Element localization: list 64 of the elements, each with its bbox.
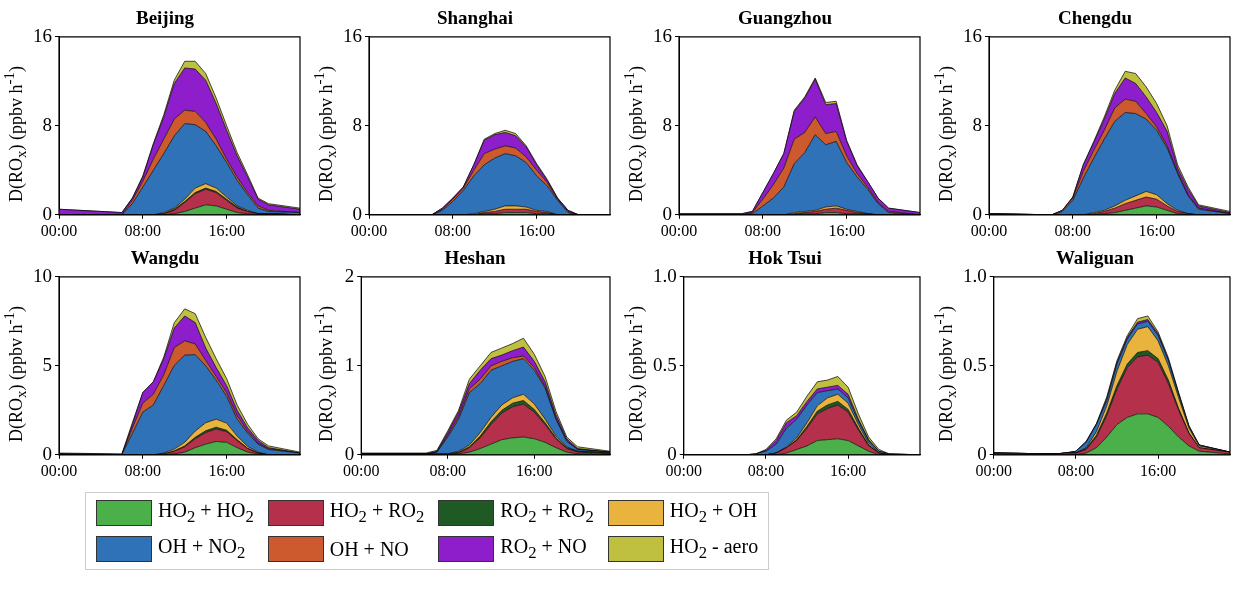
y-tick-label: 16 [343,24,362,46]
y-tick-label: 0 [352,202,362,224]
legend-label: HO$_{2}$ - aero [669,535,759,563]
x-tick-label: 08:00 [744,221,782,239]
x-tick-label: 16:00 [516,461,553,479]
x-tick-label: 00:00 [40,461,78,479]
legend-label: RO$_{2}$ + NO [500,535,587,563]
x-tick-label: 08:00 [124,461,162,479]
y-tick-label: 0 [42,202,52,224]
legend-label: HO$_{2}$ + HO$_{2}$ [158,499,254,527]
chart-title: Shanghai [436,7,514,29]
legend-label: OH + NO [329,537,409,561]
x-tick-label: 16:00 [208,461,245,479]
x-tick-label: 00:00 [970,221,1008,239]
x-tick-label: 16:00 [1138,221,1175,239]
x-tick-label: 16:00 [828,221,865,239]
y-tick-label: 16 [653,24,672,46]
legend-label: RO$_{2}$ + RO$_{2}$ [500,499,594,527]
x-tick-label: 00:00 [975,461,1012,479]
y-tick-label: 0 [42,442,52,464]
y-tick-label: 8 [662,113,672,135]
y-tick-label: 0 [977,442,987,464]
y-tick-label: 0 [662,202,672,224]
chart-title: Heshan [444,247,507,269]
x-tick-label: 08:00 [429,461,466,479]
x-tick-label: 08:00 [434,221,472,239]
chart-title: Guangzhou [738,7,833,29]
y-tick-label: 1.0 [963,264,987,286]
x-tick-label: 00:00 [665,461,702,479]
x-tick-label: 16:00 [518,221,555,239]
y-tick-label: 8 [42,113,52,135]
x-tick-label: 16:00 [829,461,867,479]
legend-label: OH + NO$_{2}$ [158,535,246,563]
chart-title: Waliguan [1055,247,1135,269]
x-tick-label: 16:00 [1139,461,1177,479]
x-tick-label: 08:00 [124,221,162,239]
y-tick-label: 16 [33,24,52,46]
x-tick-label: 08:00 [747,461,785,479]
x-tick-label: 08:00 [1054,221,1092,239]
x-tick-label: 00:00 [660,221,698,239]
x-tick-label: 16:00 [208,221,245,239]
y-tick-label: 2 [344,264,355,286]
x-tick-label: 00:00 [343,461,380,479]
y-tick-label: 0.5 [963,353,987,375]
y-tick-label: 8 [972,113,982,135]
y-tick-label: 8 [352,113,362,135]
y-tick-label: 10 [33,264,52,286]
chart-title: Chengdu [1058,7,1133,29]
legend-label: HO$_{2}$ + RO$_{2}$ [329,499,425,527]
y-tick-label: 16 [963,24,982,46]
y-tick-label: 5 [42,353,52,375]
y-tick-label: 1.0 [653,264,677,286]
chart-title: Beijing [135,7,195,29]
y-tick-label: 1 [344,353,355,375]
chart-title: Wangdu [130,247,200,269]
legend-label: HO$_{2}$ + OH [669,499,758,527]
y-tick-label: 0 [667,442,677,464]
x-tick-label: 00:00 [350,221,388,239]
y-tick-label: 0 [972,202,982,224]
x-tick-label: 08:00 [1057,461,1095,479]
y-tick-label: 0 [344,442,355,464]
y-tick-label: 0.5 [653,353,677,375]
x-tick-label: 00:00 [40,221,78,239]
chart-title: Hok Tsui [748,247,822,269]
